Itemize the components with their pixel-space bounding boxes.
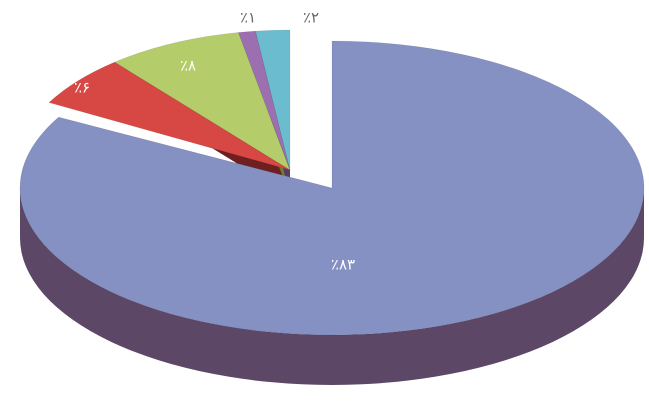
slice-side-83 xyxy=(20,188,644,385)
slice-label-1: ٪۱ xyxy=(240,9,256,27)
slice-6 xyxy=(48,61,291,171)
pie-labels: ٪۸۳ ٪۶ ٪۸ ٪۱ ٪۲ xyxy=(74,9,355,274)
slice-8 xyxy=(114,32,291,171)
slice-2 xyxy=(255,29,291,171)
slice-label-8: ٪۸ xyxy=(180,57,196,75)
slice-83 xyxy=(19,40,645,336)
slice-label-83: ٪۸۳ xyxy=(331,256,355,274)
slice-label-2: ٪۲ xyxy=(303,9,319,27)
slice-label-6: ٪۶ xyxy=(74,79,90,97)
pie-slices xyxy=(19,29,645,336)
slice-1 xyxy=(238,30,291,171)
